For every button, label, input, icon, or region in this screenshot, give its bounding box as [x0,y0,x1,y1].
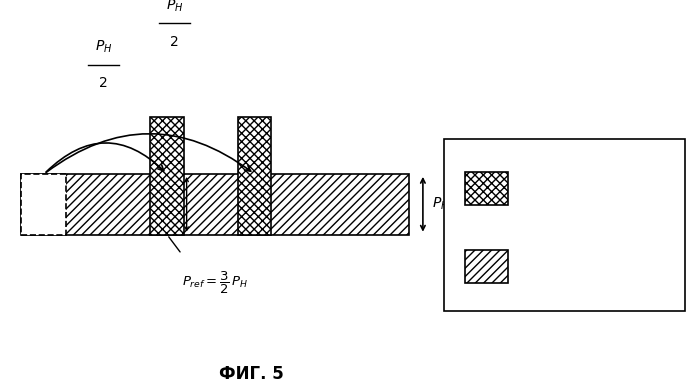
Bar [444,139,685,311]
Text: ФИГ. 5: ФИГ. 5 [219,365,284,383]
Bar [21,174,409,235]
Bar [238,117,271,235]
FancyArrowPatch shape [46,134,251,172]
Text: 2: 2 [171,35,179,49]
Bar [150,117,184,235]
Text: $P_H$: $P_H$ [166,0,183,14]
Text: $P_H$: $P_H$ [432,196,449,212]
Text: СИГНАЛ ДАННЫХ: СИГНАЛ ДАННЫХ [522,260,628,273]
Text: ОПОРНЫЙ
СИГНАЛ: ОПОРНЫЙ СИГНАЛ [522,174,584,204]
Text: $P_H$: $P_H$ [95,38,112,55]
Bar [21,174,66,235]
Text: 2: 2 [99,76,108,90]
FancyArrowPatch shape [46,143,164,172]
Bar [465,172,508,205]
Text: $P_{ref} = \dfrac{3}{2}\,P_H$: $P_{ref} = \dfrac{3}{2}\,P_H$ [182,270,248,296]
Bar [465,250,508,283]
